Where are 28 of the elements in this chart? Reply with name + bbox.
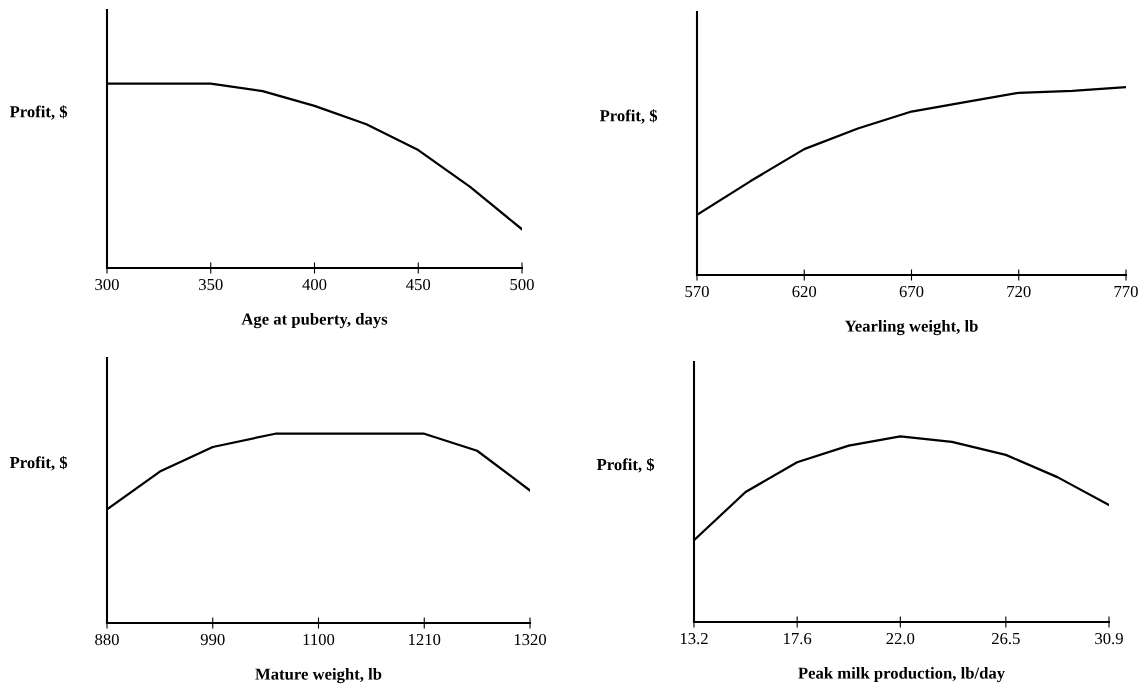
x-tick-label: 17.6 xyxy=(784,632,812,645)
x-tick-label: 570 xyxy=(685,285,709,298)
x-tick-label: 350 xyxy=(199,278,223,291)
y-axis-title: Profit, $ xyxy=(9,455,68,471)
x-tick-label: 770 xyxy=(1114,285,1138,298)
x-axis-title: Peak milk production, lb/day xyxy=(798,666,1005,683)
x-tick-label: 880 xyxy=(95,633,119,646)
x-tick-label: 1100 xyxy=(303,633,335,646)
y-axis-title: Profit, $ xyxy=(596,457,655,473)
x-axis-title: Age at puberty, days xyxy=(241,312,388,329)
y-axis-title: Profit, $ xyxy=(9,105,68,120)
x-tick-label: 30.9 xyxy=(1095,632,1123,645)
x-tick-label: 1320 xyxy=(514,633,547,646)
x-axis-title: Yearling weight, lb xyxy=(844,319,978,336)
x-tick-label: 1210 xyxy=(409,633,441,646)
x-tick-label: 22.0 xyxy=(886,632,915,645)
x-tick-label: 500 xyxy=(510,278,534,291)
x-axis-title: Mature weight, lb xyxy=(255,667,382,684)
x-tick-label: 400 xyxy=(302,278,327,291)
x-tick-label: 720 xyxy=(1007,285,1031,298)
x-tick-label: 670 xyxy=(899,285,924,298)
y-axis-title: Profit, $ xyxy=(599,109,658,124)
x-tick-label: 450 xyxy=(406,278,431,291)
x-tick-label: 13.2 xyxy=(680,632,708,645)
x-tick-label: 26.5 xyxy=(991,632,1020,645)
x-tick-label: 300 xyxy=(95,278,119,291)
x-tick-label: 620 xyxy=(792,285,817,298)
x-tick-label: 990 xyxy=(200,633,225,646)
